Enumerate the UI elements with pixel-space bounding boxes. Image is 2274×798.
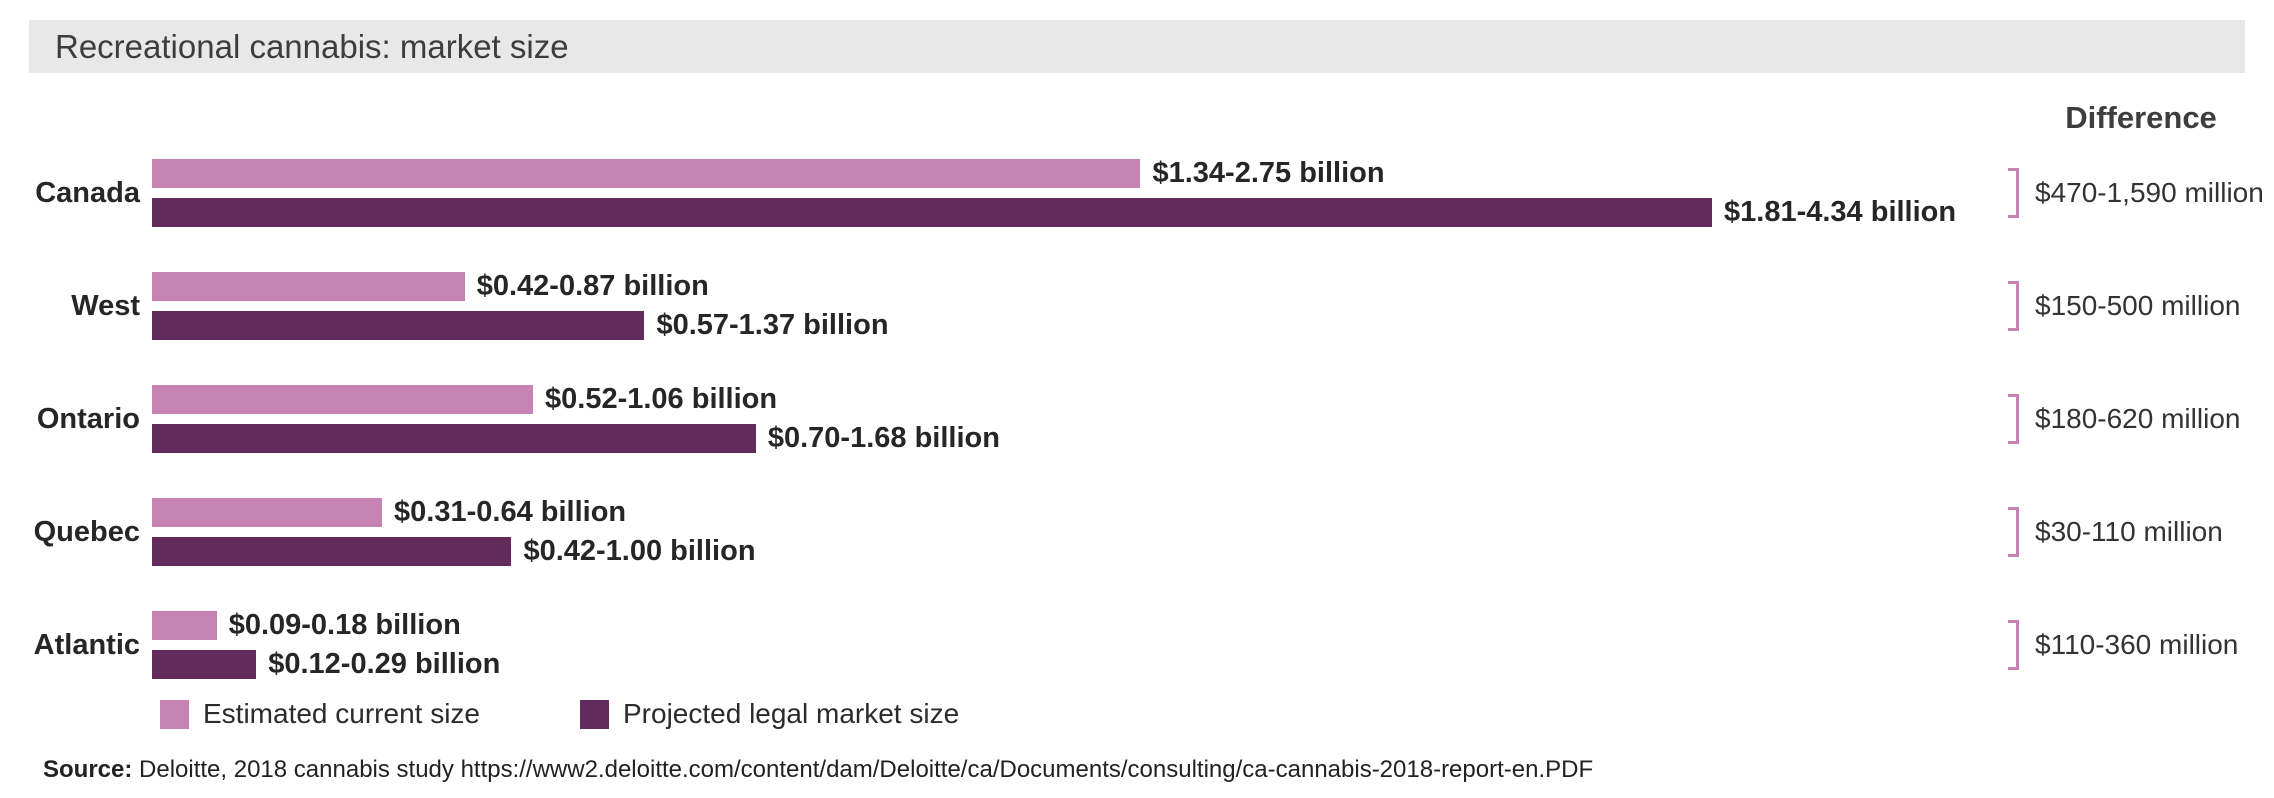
bar-line-projected: $0.70-1.68 billion [152,422,1712,455]
bracket-icon [2008,394,2019,444]
bar-group: $0.31-0.64 billion $0.42-1.00 billion [152,496,1712,568]
chart-row-quebec: Quebec $0.31-0.64 billion $0.42-1.00 bil… [0,496,2274,568]
bar-line-current: $0.42-0.87 billion [152,270,1712,303]
quebec-projected-bar [152,537,512,566]
west-projected-value-label: $0.57-1.37 billion [656,309,889,341]
legend-swatch-current-icon [160,699,189,729]
atlantic-projected-value-label: $0.12-0.29 billion [268,648,501,680]
difference-cell: $470-1,590 million [1712,168,2274,218]
ontario-current-value-label: $0.52-1.06 billion [545,383,778,415]
region-label: Canada [35,176,140,209]
bracket-icon [2008,281,2019,331]
legend-item-projected: Projected legal market size [580,698,959,730]
quebec-projected-value-label: $0.42-1.00 billion [523,535,756,567]
chart-title-bar: Recreational cannabis: market size [29,20,2245,73]
legend: Estimated current size Projected legal m… [160,698,2274,730]
bar-line-current: $1.34-2.75 billion [152,157,1712,190]
source-text: Deloitte, 2018 cannabis study https://ww… [132,756,1594,783]
chart-rows: Canada $1.34-2.75 billion $1.81-4.34 bil… [0,157,2274,681]
bar-line-current: $0.09-0.18 billion [152,609,1712,642]
source-line: Source: Deloitte, 2018 cannabis study ht… [43,756,2274,784]
canada-projected-bar [152,198,1712,227]
bar-group: $0.42-0.87 billion $0.57-1.37 billion [152,270,1712,342]
difference-value: $110-360 million [2035,629,2239,660]
region-label: West [71,289,140,322]
bar-group: $0.52-1.06 billion $0.70-1.68 billion [152,383,1712,455]
bar-chart: Difference Canada $1.34-2.75 billion $1.… [0,99,2274,730]
legend-label-projected: Projected legal market size [623,698,960,729]
difference-cell: $150-500 million [1712,281,2274,331]
bar-line-projected: $1.81-4.34 billion [152,196,1956,229]
chart-row-west: West $0.42-0.87 billion $0.57-1.37 billi… [0,270,2274,342]
region-label: Atlantic [33,628,140,661]
bar-group: $0.09-0.18 billion $0.12-0.29 billion [152,609,1712,681]
atlantic-current-value-label: $0.09-0.18 billion [228,609,461,641]
difference-value: $30-110 million [2035,516,2223,547]
difference-cell: $30-110 million [1712,507,2274,557]
bar-line-projected: $0.12-0.29 billion [152,648,1712,681]
bar-line-current: $0.31-0.64 billion [152,496,1712,529]
canada-current-bar [152,159,1141,188]
canada-projected-value-label: $1.81-4.34 billion [1724,196,1957,228]
bar-group: $1.34-2.75 billion $1.81-4.34 billion [152,157,1956,229]
atlantic-projected-bar [152,650,257,679]
legend-label-current: Estimated current size [203,698,480,729]
chart-row-canada: Canada $1.34-2.75 billion $1.81-4.34 bil… [0,157,2274,229]
bar-line-projected: $0.42-1.00 billion [152,535,1712,568]
difference-header-row: Difference [0,99,2274,137]
bracket-icon [2008,168,2019,218]
chart-title: Recreational cannabis: market size [55,27,569,65]
quebec-current-bar [152,498,383,527]
difference-value: $470-1,590 million [2035,177,2264,208]
bar-line-projected: $0.57-1.37 billion [152,309,1712,342]
bracket-icon [2008,507,2019,557]
difference-cell: $180-620 million [1712,394,2274,444]
legend-swatch-projected-icon [580,699,609,729]
atlantic-current-bar [152,611,217,640]
west-projected-bar [152,311,645,340]
difference-cell: $110-360 million [1712,620,2274,670]
bar-line-current: $0.52-1.06 billion [152,383,1712,416]
ontario-projected-value-label: $0.70-1.68 billion [767,422,1000,454]
chart-row-ontario: Ontario $0.52-1.06 billion $0.70-1.68 bi… [0,383,2274,455]
canada-current-value-label: $1.34-2.75 billion [1152,157,1385,189]
ontario-projected-bar [152,424,756,453]
region-label: Quebec [33,515,140,548]
difference-value: $150-500 million [2035,290,2241,321]
legend-item-current: Estimated current size [160,698,480,730]
quebec-current-value-label: $0.31-0.64 billion [394,496,627,528]
west-current-value-label: $0.42-0.87 billion [476,270,709,302]
difference-value: $180-620 million [2035,403,2241,434]
west-current-bar [152,272,465,301]
source-prefix: Source: [43,756,133,783]
difference-column-header: Difference [2065,100,2217,135]
chart-row-atlantic: Atlantic $0.09-0.18 billion $0.12-0.29 b… [0,609,2274,681]
ontario-current-bar [152,385,533,414]
region-label: Ontario [36,402,140,435]
bracket-icon [2008,620,2019,670]
